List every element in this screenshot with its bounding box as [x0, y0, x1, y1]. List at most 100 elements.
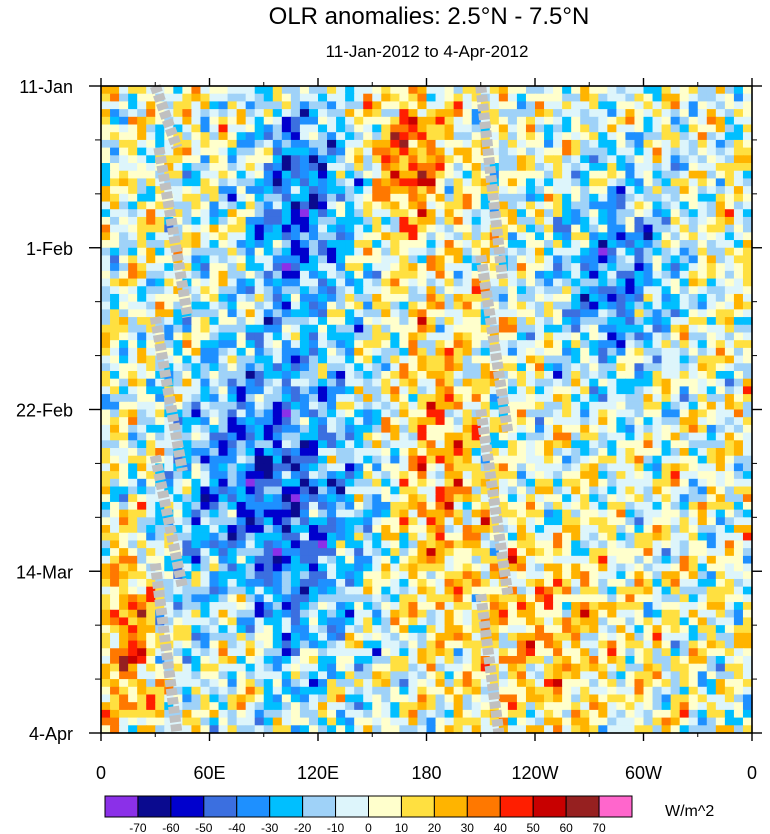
field-cell [390, 448, 400, 457]
field-cell [571, 548, 581, 557]
field-cell [580, 409, 590, 418]
field-cell [209, 317, 220, 326]
field-cell [146, 586, 156, 595]
field-cell [155, 293, 165, 303]
field-cell [200, 617, 211, 626]
field-cell [516, 93, 527, 102]
field-cell [290, 555, 301, 565]
field-cell [625, 594, 636, 603]
field-cell [263, 170, 274, 180]
field-cell [417, 463, 428, 472]
field-cell [480, 216, 491, 226]
field-cell [236, 163, 247, 172]
field-cell [299, 347, 310, 357]
field-cell [299, 309, 310, 318]
field-cell [697, 509, 708, 518]
field-cell [634, 209, 645, 218]
field-cell [200, 401, 211, 411]
field-cell [444, 109, 455, 118]
field-cell [101, 255, 111, 264]
field-cell [516, 293, 527, 303]
field-cell [381, 355, 391, 364]
field-cell [182, 332, 193, 341]
field-cell [399, 286, 410, 295]
field-cell [652, 417, 663, 426]
field-cell [679, 86, 690, 95]
field-cell [308, 617, 319, 626]
field-cell [471, 486, 482, 495]
field-cell [336, 555, 346, 565]
field-cell [724, 309, 735, 318]
field-cell [372, 293, 382, 303]
field-cell [155, 532, 165, 542]
field-cell [408, 370, 419, 380]
field-cell [715, 363, 726, 372]
field-cell [354, 517, 364, 526]
field-cell [589, 139, 599, 149]
field-cell [182, 363, 193, 372]
field-cell [254, 432, 265, 441]
field-cell [299, 286, 310, 295]
field-cell [146, 602, 156, 611]
field-cell [544, 270, 554, 280]
field-cell [381, 586, 391, 595]
field-cell [218, 170, 229, 180]
field-cell [272, 178, 283, 187]
field-cell [652, 216, 663, 226]
field-cell [417, 455, 428, 465]
field-cell [535, 240, 545, 249]
field-cell [652, 293, 663, 303]
field-cell [119, 401, 129, 411]
field-cell [589, 417, 599, 426]
field-cell [535, 386, 545, 395]
field-cell [589, 270, 599, 280]
field-cell [354, 201, 364, 210]
field-cell [209, 571, 220, 580]
field-cell [462, 602, 473, 611]
field-cell [453, 571, 464, 580]
field-cell [426, 363, 437, 372]
field-cell [254, 109, 265, 118]
field-cell [417, 571, 428, 580]
field-cell [607, 555, 617, 565]
field-cell [553, 471, 563, 480]
field-cell [327, 586, 337, 595]
field-cell [535, 555, 545, 565]
field-cell [625, 324, 636, 334]
field-cell [146, 378, 156, 387]
field-cell [580, 517, 590, 526]
field-cell [417, 286, 428, 295]
field-cell [119, 478, 129, 488]
field-cell [598, 309, 608, 318]
field-cell [525, 471, 536, 480]
field-cell [444, 324, 455, 334]
field-cell [607, 186, 617, 195]
field-cell [290, 216, 301, 226]
field-cell [697, 155, 708, 164]
field-cell [245, 201, 256, 210]
field-cell [263, 417, 274, 426]
field-cell [697, 548, 708, 557]
field-cell [724, 155, 735, 164]
field-cell [327, 532, 337, 542]
field-cell [652, 455, 663, 465]
field-cell [544, 417, 554, 426]
field-cell [643, 247, 654, 257]
field-cell [616, 532, 627, 542]
field-cell [236, 201, 247, 210]
field-cell [119, 424, 129, 434]
field-cell [254, 93, 265, 102]
field-cell [173, 293, 183, 303]
field-cell [670, 278, 681, 287]
field-cell [580, 424, 590, 434]
field-cell [263, 609, 274, 619]
field-cell [571, 93, 581, 102]
field-cell [182, 263, 193, 272]
field-cell [191, 286, 202, 295]
field-cell [372, 417, 382, 426]
field-cell [607, 278, 617, 287]
field-cell [281, 478, 292, 488]
field-cell [535, 216, 545, 226]
field-cell [580, 255, 590, 264]
field-cell [589, 170, 599, 180]
